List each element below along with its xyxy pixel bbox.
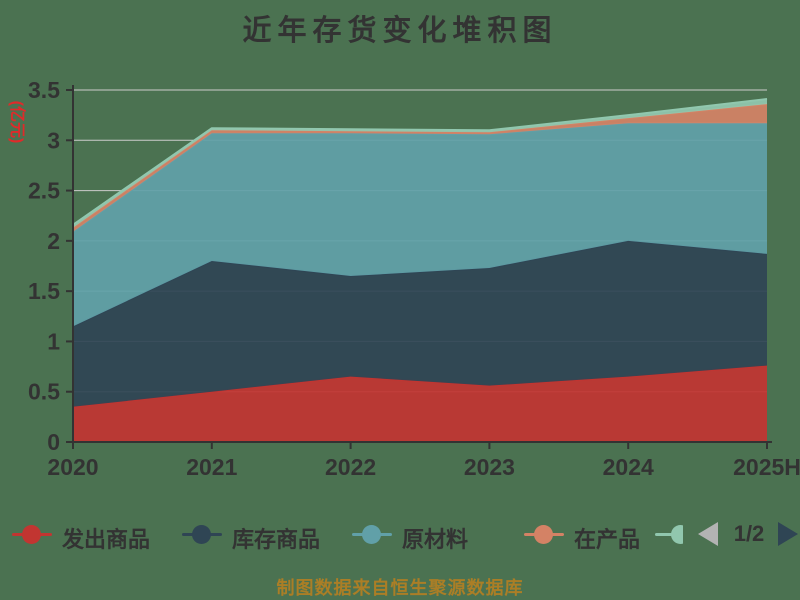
data-source-note: 制图数据来自恒生聚源数据库 xyxy=(276,578,524,598)
legend-item-clipped[interactable] xyxy=(655,518,683,552)
series-area-1[interactable] xyxy=(73,240,767,407)
y-axis-tick-label: 3 xyxy=(47,127,60,153)
x-axis-tick-label: 2021 xyxy=(186,454,237,480)
legend: 发出商品 库存商品 原材料 在产品 xyxy=(0,518,800,552)
y-axis-tick-label: 3.5 xyxy=(28,77,60,103)
x-axis-tick-label: 2024 xyxy=(603,454,654,480)
y-axis-tick-label: 1 xyxy=(47,328,60,354)
chart-title: 近年存货变化堆积图 xyxy=(242,15,558,47)
x-axis-tick-label: 2025H xyxy=(733,454,800,480)
y-axis-tick-label: 2 xyxy=(47,228,60,254)
y-axis-tick-label: 0 xyxy=(47,429,60,455)
legend-marker-dot xyxy=(362,525,381,544)
legend-page-indicator: 1/2 xyxy=(733,521,765,546)
legend-marker-dot xyxy=(192,525,211,544)
legend-marker-dot xyxy=(534,525,553,544)
legend-pager: 1/2 xyxy=(690,520,800,550)
x-axis-tick-label: 2020 xyxy=(47,454,98,480)
series-line-0[interactable] xyxy=(72,364,768,408)
legend-item-label: 发出商品 xyxy=(62,527,151,552)
legend-next-page-button[interactable] xyxy=(778,522,798,546)
legend-item-label: 库存商品 xyxy=(232,527,321,552)
series-line-4[interactable] xyxy=(72,98,768,226)
x-axis-tick-label: 2023 xyxy=(464,454,515,480)
legend-marker-line xyxy=(655,533,677,536)
x-axis-tick-label: 2022 xyxy=(325,454,376,480)
legend-item-label: 原材料 xyxy=(402,527,469,552)
legend-item-label: 在产品 xyxy=(574,527,641,552)
legend-prev-page-button[interactable] xyxy=(698,522,718,546)
y-axis-tick-label: 2.5 xyxy=(28,178,60,204)
y-axis-tick-label: 1.5 xyxy=(28,278,60,304)
y-axis-tick-label: 0.5 xyxy=(28,379,60,405)
series-area-2[interactable] xyxy=(73,123,767,327)
series-area-3[interactable] xyxy=(73,104,767,232)
legend-marker-dot xyxy=(22,525,41,544)
legend-marker-dot xyxy=(671,525,683,544)
series-area-0[interactable] xyxy=(73,365,767,442)
series-line-3[interactable] xyxy=(72,103,768,229)
